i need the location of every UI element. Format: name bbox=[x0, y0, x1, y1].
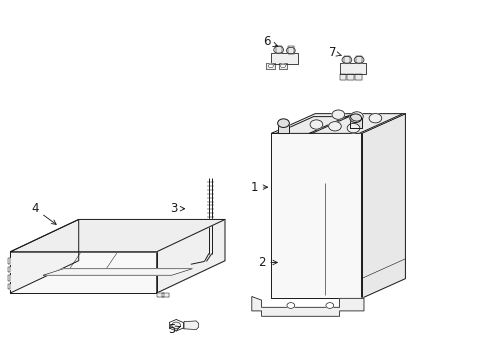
Polygon shape bbox=[271, 53, 298, 64]
Circle shape bbox=[331, 110, 344, 119]
Polygon shape bbox=[276, 117, 348, 134]
Circle shape bbox=[350, 112, 363, 121]
Circle shape bbox=[273, 46, 283, 53]
Polygon shape bbox=[183, 321, 198, 329]
Polygon shape bbox=[346, 74, 353, 80]
Polygon shape bbox=[349, 118, 361, 128]
Polygon shape bbox=[8, 258, 10, 264]
Circle shape bbox=[172, 322, 180, 328]
Polygon shape bbox=[278, 63, 287, 69]
Polygon shape bbox=[277, 123, 289, 133]
Polygon shape bbox=[271, 114, 405, 134]
Circle shape bbox=[325, 303, 333, 309]
Circle shape bbox=[349, 114, 361, 122]
Polygon shape bbox=[8, 267, 10, 272]
Text: 3: 3 bbox=[170, 202, 184, 215]
Polygon shape bbox=[10, 252, 157, 293]
Polygon shape bbox=[355, 55, 361, 63]
Polygon shape bbox=[10, 220, 79, 293]
Text: 2: 2 bbox=[257, 256, 277, 269]
Polygon shape bbox=[339, 63, 366, 74]
Text: 1: 1 bbox=[250, 181, 267, 194]
Polygon shape bbox=[339, 74, 345, 80]
Circle shape bbox=[341, 56, 351, 63]
Polygon shape bbox=[157, 220, 224, 293]
Text: 4: 4 bbox=[31, 202, 56, 224]
Text: 7: 7 bbox=[328, 46, 341, 59]
Polygon shape bbox=[361, 114, 405, 298]
Polygon shape bbox=[275, 45, 281, 53]
Circle shape bbox=[353, 56, 363, 63]
Polygon shape bbox=[266, 63, 275, 69]
Circle shape bbox=[368, 113, 381, 123]
Circle shape bbox=[280, 64, 285, 68]
Circle shape bbox=[286, 47, 295, 54]
Circle shape bbox=[346, 123, 359, 133]
Circle shape bbox=[328, 122, 341, 131]
Polygon shape bbox=[157, 293, 163, 297]
Circle shape bbox=[268, 64, 273, 68]
Polygon shape bbox=[43, 269, 192, 275]
Polygon shape bbox=[161, 293, 168, 297]
Polygon shape bbox=[8, 284, 10, 289]
Polygon shape bbox=[287, 46, 293, 54]
Circle shape bbox=[286, 303, 294, 309]
Polygon shape bbox=[308, 114, 402, 134]
Polygon shape bbox=[10, 220, 224, 252]
Circle shape bbox=[309, 120, 322, 129]
Text: 6: 6 bbox=[262, 35, 277, 49]
Polygon shape bbox=[271, 134, 361, 298]
Circle shape bbox=[277, 119, 289, 127]
Polygon shape bbox=[354, 74, 361, 80]
Polygon shape bbox=[251, 297, 363, 316]
Polygon shape bbox=[10, 261, 224, 293]
Text: 5: 5 bbox=[167, 323, 180, 336]
Polygon shape bbox=[343, 55, 349, 63]
Polygon shape bbox=[8, 275, 10, 281]
